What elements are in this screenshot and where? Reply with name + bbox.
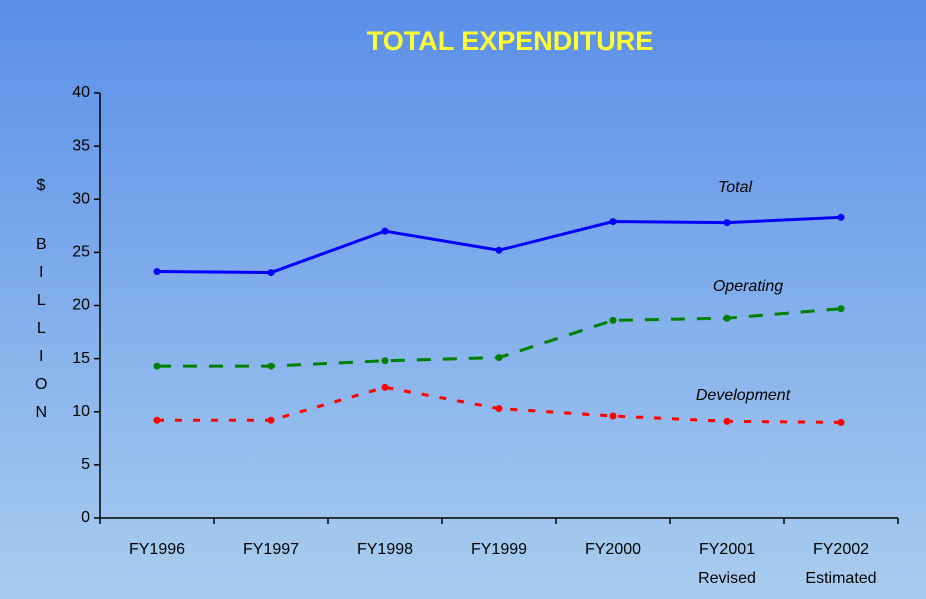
x-tick-label: FY1997	[243, 541, 299, 558]
x-tick-label: FY1999	[471, 541, 527, 558]
point	[837, 213, 845, 221]
x-tick-label: FY2000	[585, 541, 641, 558]
point	[381, 227, 389, 235]
series-label: Total	[718, 179, 753, 196]
point	[381, 383, 389, 391]
point	[723, 417, 731, 425]
point	[267, 416, 275, 424]
point	[495, 354, 503, 362]
x-tick-label: Estimated	[805, 570, 876, 587]
x-tick-label: FY2002	[813, 541, 869, 558]
point	[267, 362, 275, 370]
y-tick-label: 15	[72, 350, 90, 367]
chart-title: TOTAL EXPENDITURE	[367, 26, 654, 56]
y-tick-label: 10	[72, 403, 90, 420]
point	[267, 269, 275, 277]
y-tick-label: 5	[81, 456, 90, 473]
y-axis-label: BILLION	[33, 236, 50, 432]
y-tick-label: 35	[72, 137, 90, 154]
x-tick-label: FY2001	[699, 541, 755, 558]
point	[381, 357, 389, 365]
point	[153, 362, 161, 370]
point	[609, 218, 617, 226]
y-tick-label: 0	[81, 509, 90, 526]
point	[495, 246, 503, 254]
point	[609, 316, 617, 324]
point	[153, 268, 161, 275]
point	[153, 416, 161, 424]
y-axis-unit: $	[37, 177, 46, 194]
y-tick-label: 30	[72, 190, 90, 207]
series-label: Operating	[713, 278, 783, 295]
y-tick-label: 20	[72, 297, 90, 314]
point	[723, 219, 731, 227]
y-tick-label: 25	[72, 244, 90, 261]
point	[609, 412, 617, 420]
x-tick-label: FY1998	[357, 541, 413, 558]
point	[723, 314, 731, 322]
point	[837, 418, 845, 426]
series-label: Development	[696, 387, 791, 404]
point	[837, 305, 845, 313]
point	[495, 405, 503, 413]
y-tick-label: 40	[72, 84, 90, 101]
x-tick-label: FY1996	[129, 541, 185, 558]
x-tick-label: Revised	[698, 570, 756, 587]
